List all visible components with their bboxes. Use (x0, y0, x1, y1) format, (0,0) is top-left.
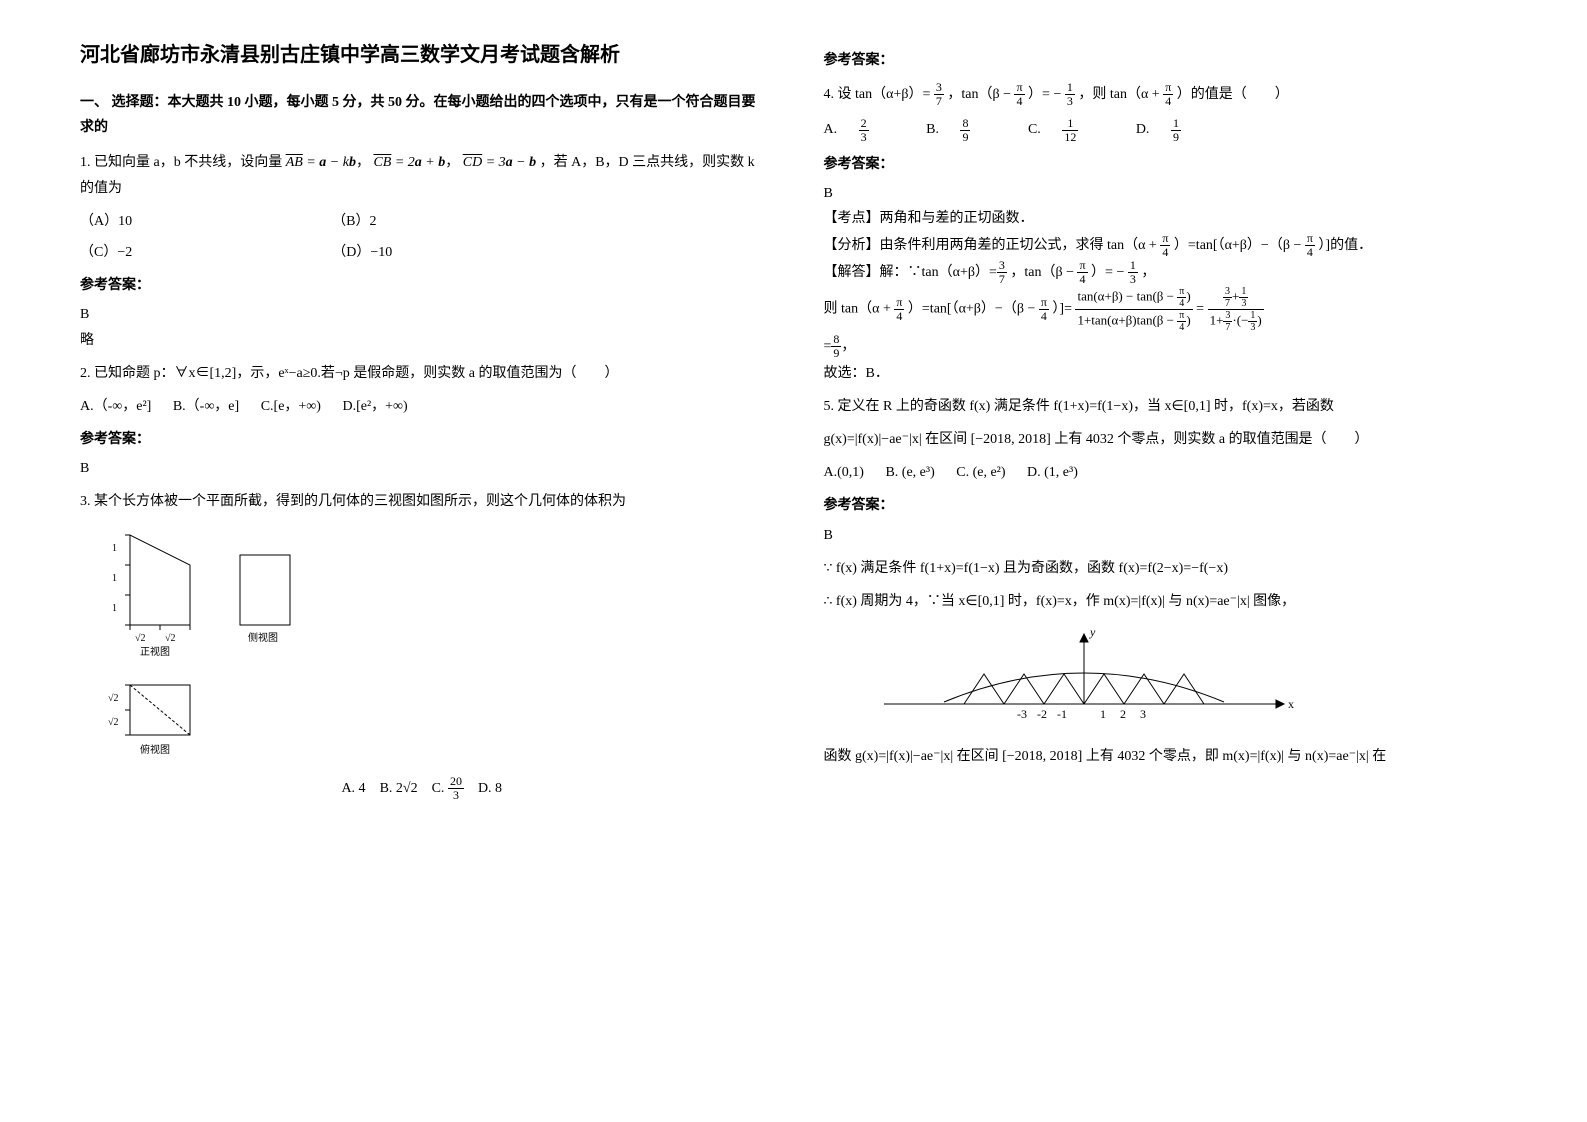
svg-text:1: 1 (1100, 707, 1106, 721)
q5-ans: B (824, 523, 1508, 548)
q2-ans: B (80, 456, 764, 481)
q3-stem: 3. 某个长方体被一个平面所截，得到的几何体的三视图如图所示，则这个几何体的体积… (80, 489, 764, 514)
q2-optB: B.（-∞，e] (173, 399, 239, 414)
q5-optB: B. (e, e³) (885, 465, 934, 480)
q1-optB: （B）2 (332, 209, 376, 234)
q1-optC: （C）−2 (80, 240, 132, 265)
q5-stem-a: 5. 定义在 R 上的奇函数 f(x) 满足条件 f(1+x)=f(1−x)，当… (824, 394, 1508, 419)
q4-res: =89， (824, 333, 1508, 360)
q5-optC: C. (e, e²) (956, 465, 1005, 480)
q4-c: ）= − (1028, 87, 1065, 102)
q4-d: ，则 tan（α + (1078, 87, 1163, 102)
q4-final: 故选：B． (824, 361, 1508, 386)
svg-text:x: x (1288, 697, 1294, 711)
q4-sol1: 【解答】解：∵tan（α+β）=37 ，tan（β − π4 ）= − 13 ， (824, 259, 1508, 286)
q1-ans-label: 参考答案： (80, 273, 764, 298)
q4-stem: 4. 设 tan（α+β）= 37 ，tan（β − π4 ）= − 13 ，则… (824, 81, 1508, 108)
svg-text:2: 2 (1120, 707, 1126, 721)
q4-ans: B (824, 181, 1508, 206)
q5-optD: D. (1, e³) (1027, 465, 1078, 480)
q1-options: （A）10 （B）2 （C）−2 （D）−10 (80, 209, 764, 265)
q2-options: A.（-∞，e²] B.（-∞，e] C.[e，+∞) D.[e²，+∞) (80, 394, 764, 419)
svg-text:1: 1 (112, 543, 117, 554)
svg-text:y: y (1089, 625, 1096, 639)
q5-ans-label: 参考答案： (824, 493, 1508, 518)
q1-stem: 1. 已知向量 a，b 不共线，设向量 AB = a − kb， CB = 2a… (80, 150, 764, 200)
q1-eq3: CD = 3a − b (463, 155, 536, 170)
q1-text-a: 1. 已知向量 a，b 不共线，设向量 (80, 155, 286, 170)
q3-optD: D. 8 (478, 781, 502, 796)
q4-optC: C. 112 (1028, 122, 1114, 137)
svg-text:-3: -3 (1017, 707, 1027, 721)
svg-text:1: 1 (112, 603, 117, 614)
q4-optD: D. 19 (1136, 122, 1217, 137)
q1-ans: B (80, 302, 764, 327)
doc-title: 河北省廊坊市永清县别古庄镇中学高三数学文月考试题含解析 (80, 40, 764, 70)
q2-optA: A.（-∞，e²] (80, 399, 151, 414)
q2-ans-label: 参考答案： (80, 427, 764, 452)
svg-text:-2: -2 (1037, 707, 1047, 721)
svg-text:-1: -1 (1057, 707, 1067, 721)
q5-stem-b: g(x)=|f(x)|−ae⁻|x| 在区间 [−2018, 2018] 上有 … (824, 427, 1508, 452)
q4-options: A. 23 B. 89 C. 112 D. 19 (824, 117, 1508, 144)
svg-text:俯视图: 俯视图 (140, 743, 170, 756)
q3-optA: A. 4 (341, 781, 365, 796)
q4-a: 4. 设 tan（α+β）= (824, 87, 931, 102)
q5-figure: x y -3 -2 -1 1 2 3 (884, 624, 1508, 734)
q2-optC: C.[e，+∞) (261, 399, 321, 414)
q1-optA: （A）10 (80, 209, 132, 234)
svg-text:√2: √2 (108, 693, 119, 704)
q4-analysis: 【分析】由条件利用两角差的正切公式，求得 tan（α + π4 ）=tan[（α… (824, 232, 1508, 259)
q1-eq1: AB = a − kb (286, 155, 356, 170)
q5-options: A.(0,1) B. (e, e³) C. (e, e²) D. (1, e³) (824, 460, 1508, 485)
svg-text:√2: √2 (135, 633, 146, 644)
q3-ans-label: 参考答案： (824, 48, 1508, 73)
q3-figure: 1 1 1 √2 √2 正视图 侧视图 √2 √2 俯视图 (100, 525, 764, 765)
q1-note: 略 (80, 328, 764, 353)
q4-point: 【考点】两角和与差的正切函数． (824, 206, 1508, 231)
svg-text:正视图: 正视图 (140, 645, 170, 658)
q5-optA: A.(0,1) (824, 465, 864, 480)
q4-sol2: 则 tan（α + π4 ）=tan[（α+β）−（β − π4 ）]= tan… (824, 286, 1508, 333)
q5-sol3: 函数 g(x)=|f(x)|−ae⁻|x| 在区间 [−2018, 2018] … (824, 744, 1508, 769)
q3-optC: C. 203 (432, 781, 464, 796)
svg-text:1: 1 (112, 573, 117, 584)
q4-ans-label: 参考答案： (824, 152, 1508, 177)
q4-optA: A. 23 (824, 122, 905, 137)
svg-text:√2: √2 (108, 717, 119, 728)
q2-optD: D.[e²，+∞) (342, 399, 407, 414)
q1-optD: （D）−10 (332, 240, 392, 265)
q3-options: A. 4 B. 2√2 C. 203 D. 8 (80, 775, 764, 802)
q2-stem: 2. 已知命题 p：∀x∈[1,2]，示，eˣ−a≥0.若¬p 是假命题，则实数… (80, 361, 764, 386)
section1-head: 一、 选择题：本大题共 10 小题，每小题 5 分，共 50 分。在每小题给出的… (80, 90, 764, 140)
svg-text:侧视图: 侧视图 (248, 631, 278, 644)
q4-e: ）的值是（ ） (1177, 87, 1289, 102)
svg-text:3: 3 (1140, 707, 1146, 721)
q5-sol2: ∴ f(x) 周期为 4，∵当 x∈[0,1] 时，f(x)=x，作 m(x)=… (824, 589, 1508, 614)
svg-text:√2: √2 (165, 633, 176, 644)
q4-optB: B. 89 (926, 122, 1006, 137)
q1-eq2: CB = 2a + b (373, 155, 445, 170)
q3-optB: B. 2√2 (380, 781, 418, 796)
q4-b: ，tan（β − (947, 87, 1014, 102)
q5-sol1: ∵ f(x) 满足条件 f(1+x)=f(1−x) 且为奇函数，函数 f(x)=… (824, 556, 1508, 581)
